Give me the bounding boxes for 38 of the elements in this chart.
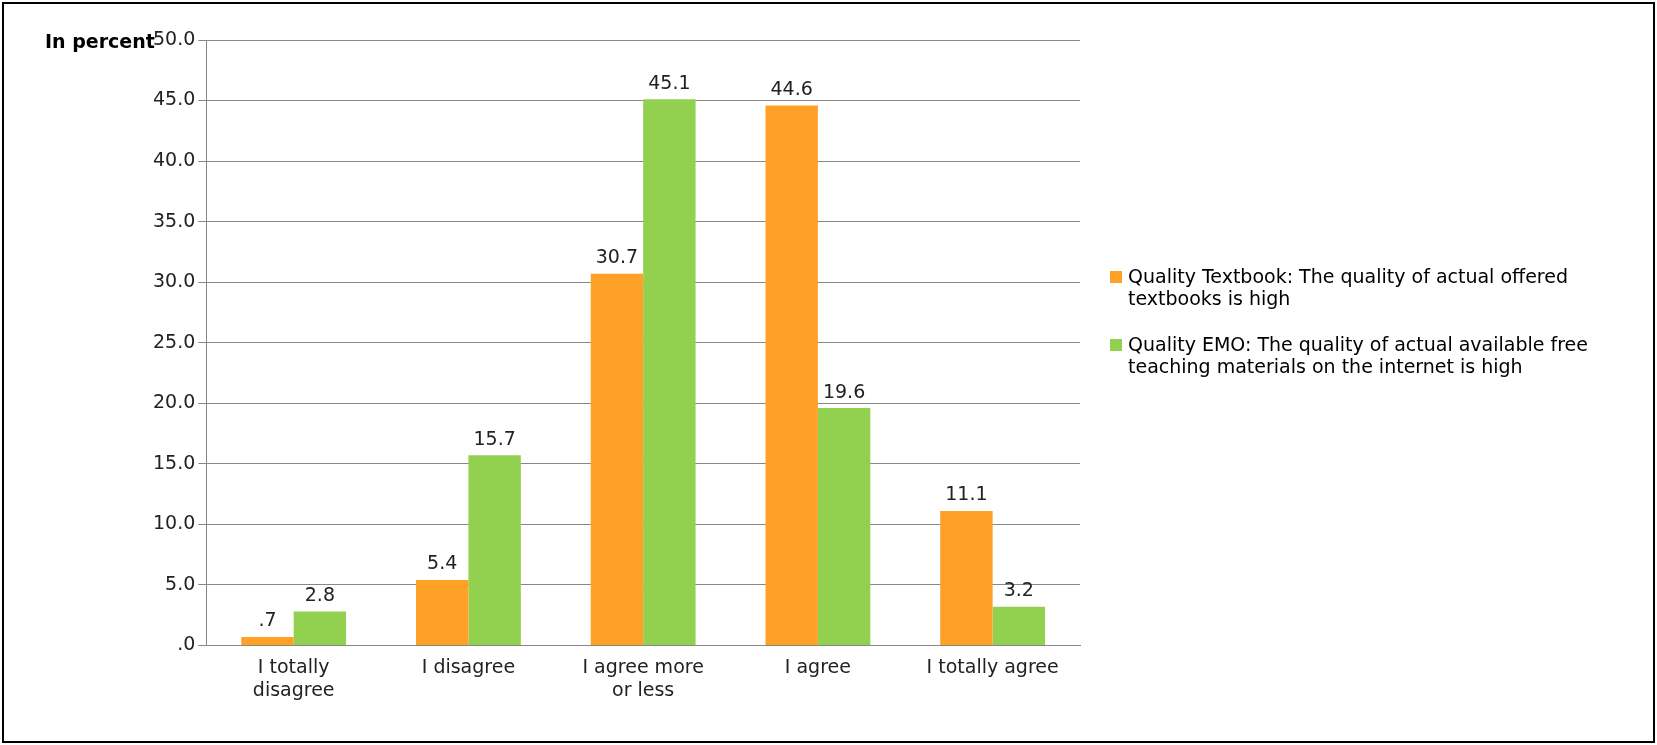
bar xyxy=(817,408,871,645)
bar xyxy=(241,636,294,645)
data-label: 11.1 xyxy=(945,482,988,505)
x-tick-label: I totally agree xyxy=(926,654,1059,677)
y-tick-label: 25.0 xyxy=(152,329,196,352)
legend-label: Quality EMO: The quality of actual available free teaching materials on the internet is high xyxy=(1128,333,1589,377)
x-tick-label: I agree more or less xyxy=(582,654,704,700)
bar xyxy=(293,611,347,645)
data-label: 3.2 xyxy=(1003,578,1034,601)
bar xyxy=(415,580,469,645)
y-tick-label: 35.0 xyxy=(152,208,196,231)
bar xyxy=(765,105,818,645)
y-tick-label: 20.0 xyxy=(152,390,196,413)
legend-label: Quality Textbook: The quality of actual offered textbooks is high xyxy=(1128,265,1569,309)
y-axis-title: In percent xyxy=(45,30,155,52)
data-label: 30.7 xyxy=(595,245,639,268)
bar xyxy=(468,455,521,645)
y-tick-label: 10.0 xyxy=(152,511,196,534)
y-tick-label: .0 xyxy=(177,632,196,655)
y-tick-label: 30.0 xyxy=(152,269,196,292)
bar xyxy=(590,273,644,645)
y-tick-label: 40.0 xyxy=(152,148,196,171)
data-label: 15.7 xyxy=(473,426,516,449)
y-tick-label: 5.0 xyxy=(165,571,196,594)
bar xyxy=(643,99,696,645)
data-label: 5.4 xyxy=(427,551,458,574)
y-tick-label: 15.0 xyxy=(152,450,196,473)
data-label: 44.6 xyxy=(770,76,813,99)
data-label: 2.8 xyxy=(304,582,335,605)
data-label: 45.1 xyxy=(648,70,691,93)
data-label: .7 xyxy=(258,608,277,631)
bar xyxy=(940,511,993,645)
x-tick-label: I totally disagree xyxy=(252,654,335,700)
x-tick-label: I disagree xyxy=(421,654,516,677)
x-tick-label: I agree xyxy=(784,654,851,677)
bar xyxy=(992,606,1046,645)
y-tick-label: 45.0 xyxy=(152,87,196,110)
data-label: 19.6 xyxy=(822,379,866,402)
